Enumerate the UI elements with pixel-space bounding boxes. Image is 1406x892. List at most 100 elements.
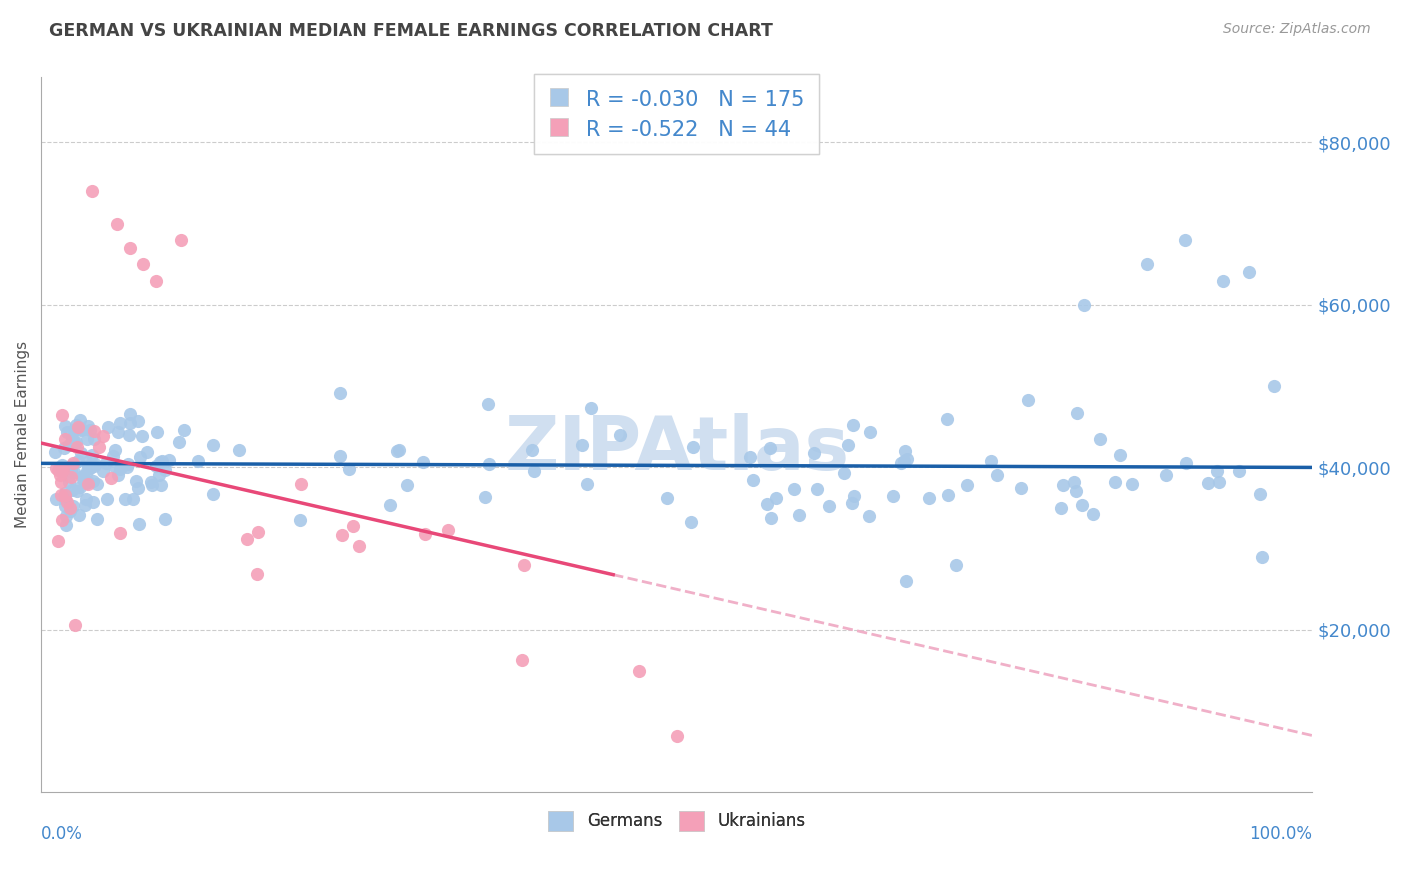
Point bbox=[55, 508, 77, 523]
Point bbox=[73, 474, 96, 488]
Point bbox=[83, 459, 105, 474]
Text: 0.0%: 0.0% bbox=[41, 824, 83, 843]
Point bbox=[1010, 481, 1032, 495]
Point bbox=[76, 464, 98, 478]
Point bbox=[65, 435, 87, 450]
Point bbox=[1071, 498, 1094, 512]
Point bbox=[149, 455, 172, 469]
Point bbox=[741, 473, 763, 487]
Point bbox=[59, 504, 82, 518]
Point bbox=[62, 483, 84, 497]
Point bbox=[413, 526, 436, 541]
Point bbox=[896, 452, 918, 467]
Point bbox=[76, 455, 98, 469]
Point bbox=[520, 442, 543, 457]
Point bbox=[79, 423, 101, 437]
Point bbox=[107, 467, 129, 482]
Point bbox=[330, 528, 353, 542]
Point bbox=[70, 470, 93, 484]
Point bbox=[80, 448, 103, 462]
Point bbox=[49, 475, 72, 489]
Point bbox=[246, 566, 269, 581]
Point bbox=[115, 460, 138, 475]
Point bbox=[82, 475, 104, 489]
Point bbox=[329, 449, 352, 463]
Point bbox=[936, 488, 959, 502]
Point bbox=[665, 729, 688, 743]
Point bbox=[1090, 432, 1112, 446]
Point bbox=[806, 482, 828, 496]
Point bbox=[69, 413, 91, 427]
Point bbox=[956, 477, 979, 491]
Point bbox=[841, 496, 863, 510]
Point bbox=[89, 440, 111, 454]
Point bbox=[62, 499, 84, 513]
Point bbox=[894, 444, 917, 458]
Point bbox=[66, 440, 89, 454]
Point bbox=[893, 454, 915, 468]
Point bbox=[1121, 477, 1143, 491]
Point bbox=[1198, 475, 1220, 490]
Point bbox=[59, 464, 82, 478]
Point bbox=[79, 461, 101, 475]
Point bbox=[834, 467, 856, 481]
Point bbox=[803, 446, 825, 460]
Point bbox=[55, 486, 77, 500]
Point bbox=[890, 456, 912, 470]
Point bbox=[103, 443, 125, 458]
Point bbox=[121, 492, 143, 507]
Point bbox=[945, 558, 967, 572]
Point bbox=[236, 532, 259, 546]
Point bbox=[51, 488, 73, 502]
Point bbox=[882, 490, 904, 504]
Point bbox=[117, 458, 139, 472]
Point bbox=[329, 385, 352, 400]
Point bbox=[579, 401, 602, 415]
Point bbox=[44, 445, 66, 459]
Point bbox=[80, 184, 103, 198]
Point bbox=[66, 484, 89, 499]
Point bbox=[513, 558, 536, 572]
Point bbox=[56, 495, 79, 509]
Point bbox=[60, 431, 83, 445]
Point bbox=[1174, 456, 1197, 470]
Point bbox=[609, 428, 631, 442]
Point bbox=[1154, 468, 1177, 483]
Point bbox=[146, 425, 169, 439]
Point bbox=[51, 464, 73, 478]
Point bbox=[46, 533, 69, 548]
Point bbox=[120, 241, 142, 255]
Point bbox=[63, 465, 86, 479]
Point bbox=[52, 463, 75, 477]
Point bbox=[62, 456, 84, 470]
Point bbox=[53, 492, 76, 507]
Point bbox=[118, 407, 141, 421]
Point bbox=[128, 516, 150, 531]
Point bbox=[96, 491, 118, 506]
Point bbox=[576, 476, 599, 491]
Point bbox=[127, 414, 149, 428]
Point bbox=[342, 518, 364, 533]
Point bbox=[76, 476, 98, 491]
Point bbox=[67, 420, 90, 434]
Point bbox=[59, 470, 82, 484]
Point bbox=[157, 453, 180, 467]
Point bbox=[51, 513, 73, 527]
Point bbox=[380, 498, 402, 512]
Point bbox=[1227, 464, 1250, 478]
Point bbox=[51, 458, 73, 473]
Point bbox=[980, 454, 1002, 468]
Point bbox=[105, 217, 128, 231]
Point bbox=[783, 482, 806, 496]
Point bbox=[935, 412, 957, 426]
Point bbox=[1066, 406, 1088, 420]
Point bbox=[858, 508, 880, 523]
Point bbox=[1249, 487, 1271, 501]
Point bbox=[1066, 483, 1088, 498]
Point bbox=[478, 458, 501, 472]
Point bbox=[858, 425, 880, 439]
Point bbox=[77, 418, 100, 433]
Text: GERMAN VS UKRAINIAN MEDIAN FEMALE EARNINGS CORRELATION CHART: GERMAN VS UKRAINIAN MEDIAN FEMALE EARNIN… bbox=[49, 22, 773, 40]
Point bbox=[1136, 257, 1159, 271]
Point bbox=[141, 478, 163, 492]
